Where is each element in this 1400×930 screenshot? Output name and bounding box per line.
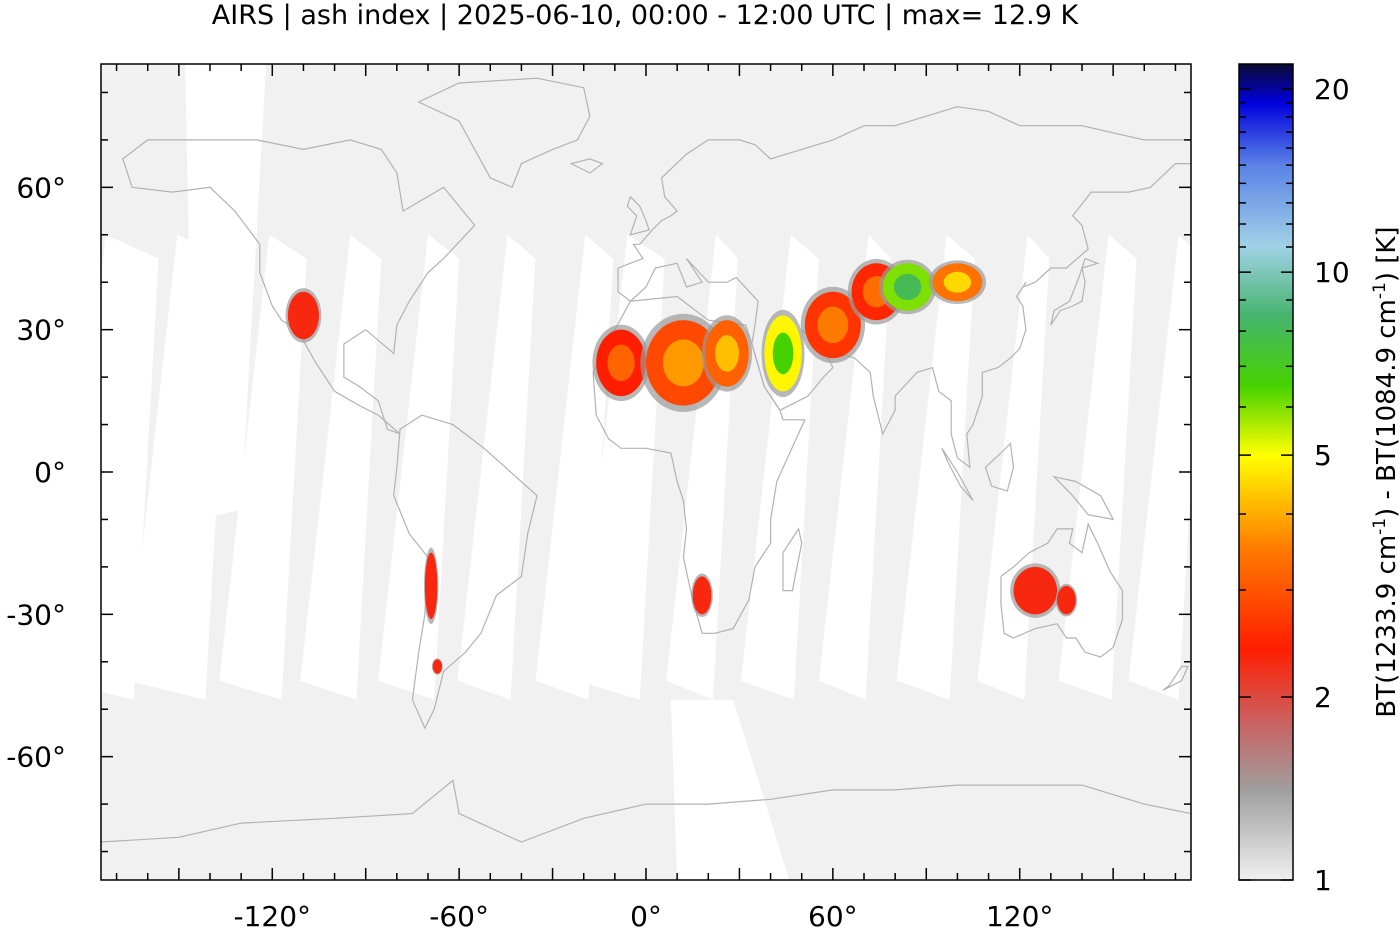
y-tick-label: -60°: [6, 741, 66, 774]
new-zealand-coast: [1162, 665, 1189, 691]
europe-asia-coast: [617, 106, 1191, 469]
hotspot-region: [1013, 566, 1058, 615]
swath-gap: [300, 234, 382, 700]
swath-gap: [378, 234, 460, 700]
north-america-coast: [122, 139, 476, 435]
japan-coast: [1050, 257, 1100, 326]
antarctica-coast: [101, 779, 1191, 843]
hotspot-core: [662, 339, 704, 387]
colorbar-scale: [1238, 63, 1294, 881]
ash-index-hotspots: [285, 258, 1078, 675]
hotspot-core: [607, 344, 635, 382]
chart-title: AIRS | ash index | 2025-06-10, 00:00 - 1…: [212, 0, 1080, 31]
new-guinea-coast: [1052, 475, 1115, 521]
hotspot-region: [424, 552, 438, 620]
swath-gap: [219, 234, 307, 700]
swath-gap: [457, 234, 536, 700]
swath-gap: [818, 234, 891, 700]
x-axis: -120° -60° 0° 60° 120°: [115, 64, 1177, 930]
swath-gap: [101, 234, 159, 700]
colorbar-tick-label: 5: [1314, 439, 1332, 472]
hotspot-region: [287, 291, 319, 340]
australia-coast: [1000, 522, 1124, 658]
hotspot-core: [943, 271, 972, 293]
indonesia-coast: [941, 447, 974, 501]
colorbar-tick-label: 2: [1314, 681, 1332, 714]
hotspot-core: [893, 273, 922, 301]
swath-gap: [1128, 234, 1191, 700]
y-tick-label: 30°: [16, 314, 66, 347]
hotspot-core: [772, 332, 794, 375]
coastlines: [101, 77, 1191, 843]
x-tick-label: 120°: [986, 900, 1053, 930]
y-tick-label: 60°: [16, 171, 66, 204]
x-tick-label: -60°: [429, 900, 489, 930]
swath-gap: [896, 234, 975, 700]
x-tick-label: -120°: [234, 900, 312, 930]
colorbar-tick-label: 20: [1314, 73, 1350, 106]
x-tick-label: 0°: [630, 900, 662, 930]
colorbar-ticks: 1 2 5 10 20: [1239, 73, 1350, 897]
greenland-coast: [417, 77, 591, 189]
colorbar: 1 2 5 10 20 BT(1233.9 cm-1) - BT(1084.9 cm-1…: [1238, 63, 1400, 897]
hotspot-region: [432, 659, 443, 674]
y-tick-label: 0°: [34, 456, 66, 489]
hotspot-region: [1057, 585, 1076, 615]
x-tick-label: 60°: [808, 900, 858, 930]
y-axis: 60° 30° 0° -30° -60°: [6, 91, 1191, 853]
borneo-coast: [984, 442, 1015, 492]
swath-gaps: [101, 64, 1191, 880]
swath-gap: [185, 64, 267, 520]
madagascar-coast: [782, 527, 803, 592]
colorbar-tick-label: 10: [1314, 256, 1350, 289]
south-america-coast: [393, 414, 538, 730]
uk-coast: [626, 195, 650, 236]
hotspot-core: [817, 306, 849, 344]
iceland-coast: [569, 158, 604, 174]
colorbar-title: BT(1233.9 cm-1) - BT(1084.9 cm-1) [K]: [1370, 226, 1400, 717]
hotspot-region: [692, 576, 712, 615]
swath-gap: [670, 699, 790, 880]
y-tick-label: -30°: [6, 598, 66, 631]
hotspot-core: [714, 335, 739, 372]
plot-area: [101, 64, 1191, 880]
swath-gap: [1058, 234, 1137, 700]
colorbar-tick-label: 1: [1314, 864, 1332, 897]
